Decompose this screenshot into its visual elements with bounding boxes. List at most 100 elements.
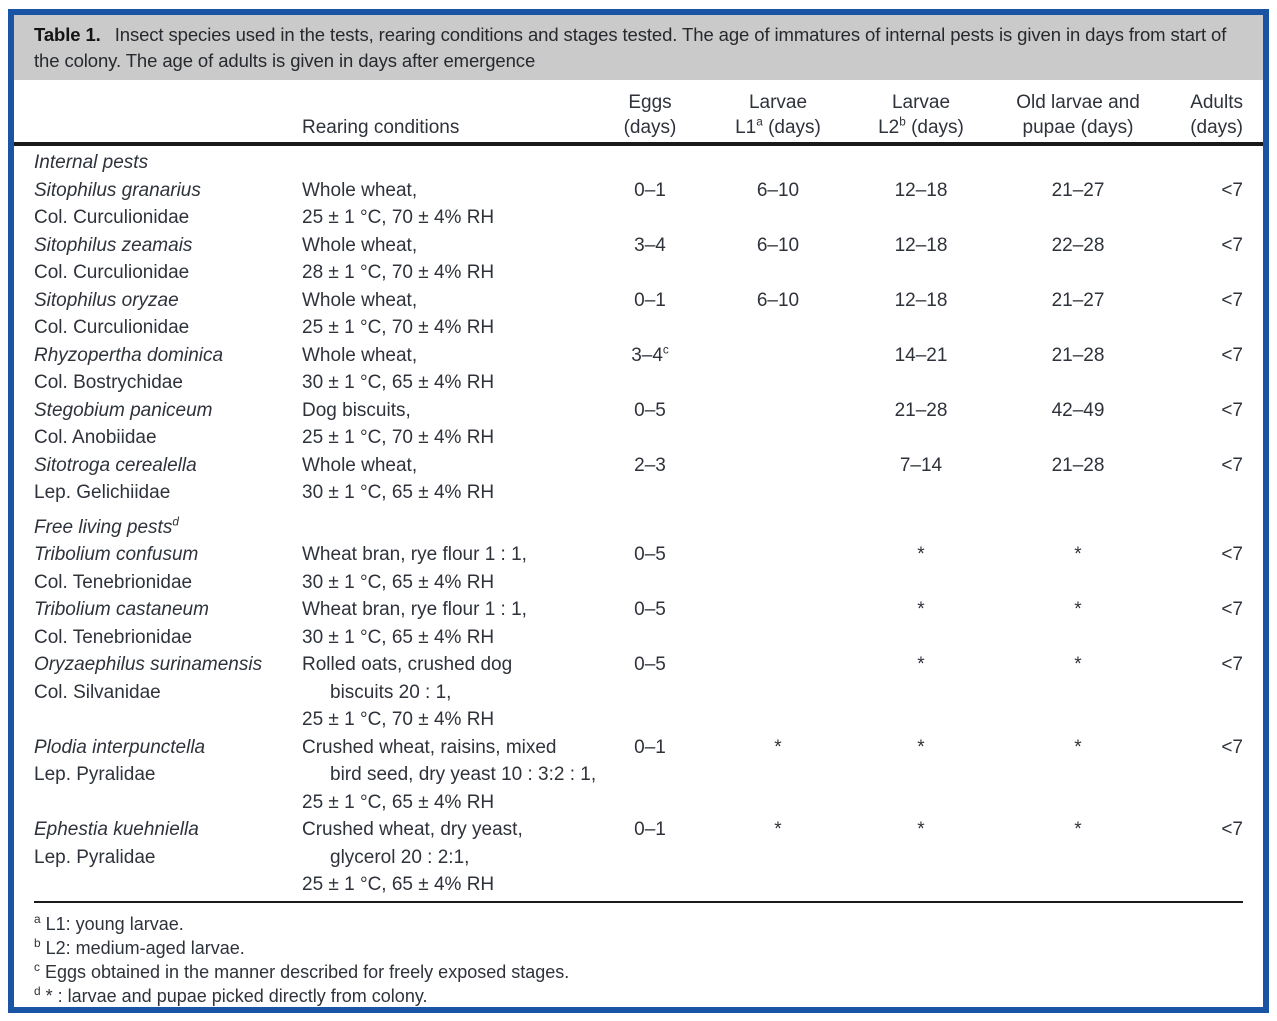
rearing-conditions: Wheat bran, rye flour 1 : 1, 30 ± 1 °C, … — [302, 599, 527, 648]
species-name: Rhyzopertha dominica — [34, 344, 224, 366]
table-body: Internal pests Sitophilus granarius Col.… — [14, 146, 1263, 903]
column-header-rearing: Rearing conditions — [302, 117, 460, 138]
cell-larvae-l1 — [698, 651, 858, 734]
rearing-conditions: Rolled oats, crushed dog biscuits 20 : 1… — [302, 654, 513, 730]
footnote-marker: d — [34, 983, 41, 998]
species-cell: Sitotroga cerealella Lep. Gelichiidae — [34, 452, 302, 507]
table-row: Sitophilus granarius Col. Curculionidae … — [34, 177, 1243, 232]
species-cell: Sitophilus granarius Col. Curculionidae — [34, 177, 302, 232]
table-frame: Table 1. Insect species used in the tests… — [8, 9, 1269, 1013]
superscript-d: d — [172, 515, 179, 529]
species-cell: Oryzaephilus surinamensis Col. Silvanida… — [34, 651, 302, 734]
cell-eggs: 0–5 — [634, 544, 666, 565]
footnotes: a L1: young larvae. b L2: medium-aged la… — [14, 903, 1263, 1008]
cell-adults: <7 — [1221, 289, 1243, 311]
species-cell: Plodia interpunctella Lep. Pyralidae — [34, 734, 302, 817]
cell-old-larvae-pupae: * — [1074, 599, 1082, 620]
rearing-conditions: Dog biscuits, 25 ± 1 °C, 70 ± 4% RH — [302, 399, 495, 449]
family-name: Col. Tenebrionidae — [34, 626, 193, 648]
cell-larvae-l1 — [698, 342, 858, 397]
cell-old-larvae-pupae: * — [1074, 819, 1082, 840]
family-name: Lep. Gelichiidae — [34, 482, 171, 503]
family-name: Lep. Pyralidae — [34, 764, 156, 785]
cell-larvae-l1: 6–10 — [756, 234, 800, 256]
species-cell: Stegobium paniceum Col. Anobiidae — [34, 397, 302, 452]
cell-larvae-l2: * — [917, 654, 925, 675]
species-name: Sitophilus oryzae — [34, 289, 179, 311]
family-name: Col. Bostrychidae — [34, 372, 183, 393]
superscript-b: b — [899, 115, 906, 129]
cell-eggs: 2–3 — [634, 454, 666, 476]
cell-eggs: 0–1 — [634, 819, 666, 840]
species-name: Stegobium paniceum — [34, 399, 213, 421]
footnote-marker: c — [34, 959, 40, 974]
table-row: Oryzaephilus surinamensis Col. Silvanida… — [34, 651, 1243, 734]
cell-adults: <7 — [1221, 179, 1243, 201]
cell-adults: <7 — [1221, 344, 1243, 366]
cell-adults: <7 — [1221, 454, 1243, 476]
table-row: Sitophilus zeamais Col. Curculionidae Wh… — [34, 232, 1243, 287]
cell-adults: <7 — [1221, 544, 1243, 565]
cell-larvae-l2: 21–28 — [894, 399, 948, 421]
cell-old-larvae-pupae: 21–28 — [1051, 454, 1105, 476]
column-header-larvae-l2: Larvae L2b (days) — [878, 92, 964, 138]
species-cell: Tribolium confusum Col. Tenebrionidae — [34, 541, 302, 596]
cell-old-larvae-pupae: 21–27 — [1051, 179, 1105, 201]
cell-adults: <7 — [1221, 819, 1243, 840]
table-row: Sitophilus oryzae Col. Curculionidae Who… — [34, 287, 1243, 342]
species-name: Sitophilus zeamais — [34, 234, 193, 256]
species-cell: Rhyzopertha dominica Col. Bostrychidae — [34, 342, 302, 397]
section-heading-free-living-pests: Free living pestsd — [34, 515, 179, 538]
rearing-conditions: Whole wheat, 25 ± 1 °C, 70 ± 4% RH — [302, 179, 495, 229]
footnote: d * : larvae and pupae picked directly f… — [34, 984, 1243, 1008]
species-name: Tribolium castaneum — [34, 599, 209, 620]
table-row: Ephestia kuehniella Lep. Pyralidae Crush… — [34, 816, 1243, 899]
cell-old-larvae-pupae: 22–28 — [1051, 234, 1105, 256]
footnote-text: L2: medium-aged larvae. — [45, 937, 245, 958]
species-cell: Ephestia kuehniella Lep. Pyralidae — [34, 816, 302, 899]
family-name: Col. Tenebrionidae — [34, 571, 193, 593]
species-name: Sitophilus granarius — [34, 179, 201, 201]
rearing-conditions: Crushed wheat, dry yeast, glycerol 20 : … — [302, 819, 523, 895]
species-cell: Sitophilus zeamais Col. Curculionidae — [34, 232, 302, 287]
rearing-conditions: Whole wheat, 28 ± 1 °C, 70 ± 4% RH — [302, 234, 495, 284]
cell-eggs: 3–4 — [634, 234, 666, 256]
footnote-marker: b — [34, 935, 41, 950]
rearing-conditions: Crushed wheat, raisins, mixed bird seed,… — [302, 736, 597, 813]
footnote: c Eggs obtained in the manner described … — [34, 960, 1243, 984]
rearing-conditions: Wheat bran, rye flour 1 : 1, 30 ± 1 °C, … — [302, 544, 527, 593]
cell-larvae-l1: * — [774, 736, 782, 758]
cell-larvae-l1: 6–10 — [756, 289, 800, 311]
cell-eggs: 0–5 — [634, 654, 666, 675]
cell-larvae-l2: 12–18 — [894, 289, 948, 311]
column-header-larvae-l1: Larvae L1a (days) — [735, 92, 821, 138]
table-row: Tribolium castaneum Col. Tenebrionidae W… — [34, 596, 1243, 651]
cell-adults: <7 — [1221, 736, 1243, 758]
cell-larvae-l1 — [698, 452, 858, 507]
cell-larvae-l1 — [698, 596, 858, 651]
family-name: Col. Anobiidae — [34, 427, 157, 448]
rearing-conditions: Whole wheat, 30 ± 1 °C, 65 ± 4% RH — [302, 454, 495, 504]
table-row: Stegobium paniceum Col. Anobiidae Dog bi… — [34, 397, 1243, 452]
column-header-old-larvae-pupae: Old larvae and pupae (days) — [1016, 92, 1140, 138]
family-name: Col. Curculionidae — [34, 317, 190, 338]
cell-eggs: 0–5 — [634, 599, 666, 620]
species-name: Oryzaephilus surinamensis — [34, 654, 263, 675]
table-row: Rhyzopertha dominica Col. Bostrychidae W… — [34, 342, 1243, 397]
cell-larvae-l1: * — [774, 819, 782, 840]
footnote-marker: a — [34, 911, 41, 926]
column-header-adults: Adults (days) — [1190, 92, 1243, 138]
species-cell: Tribolium castaneum Col. Tenebrionidae — [34, 596, 302, 651]
footnote: a L1: young larvae. — [34, 912, 1243, 936]
footnote: b L2: medium-aged larvae. — [34, 936, 1243, 960]
cell-adults: <7 — [1221, 234, 1243, 256]
cell-larvae-l1 — [698, 397, 858, 452]
species-name: Tribolium confusum — [34, 544, 199, 565]
cell-eggs: 0–5 — [634, 399, 666, 421]
cell-eggs: 0–1 — [634, 289, 666, 311]
rearing-conditions: Whole wheat, 25 ± 1 °C, 70 ± 4% RH — [302, 289, 495, 339]
cell-larvae-l2: * — [917, 736, 925, 758]
cell-old-larvae-pupae: 21–28 — [1051, 344, 1105, 366]
column-header-eggs: Eggs (days) — [623, 92, 677, 138]
cell-eggs: 3–4c — [631, 343, 669, 366]
